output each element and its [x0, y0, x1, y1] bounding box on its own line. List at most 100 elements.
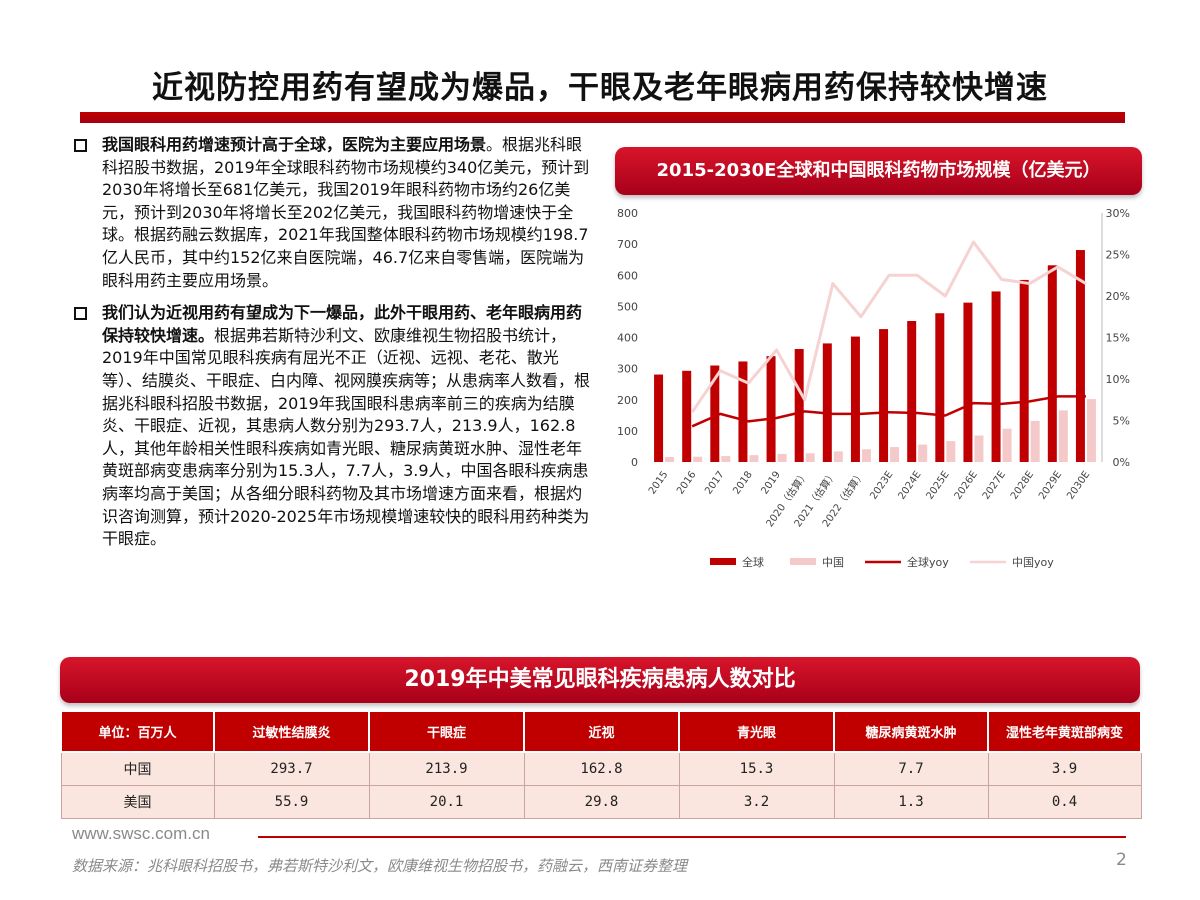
table-header-row: 单位：百万人 过敏性结膜炎 干眼症 近视 青光眼 糖尿病黄斑水肿 湿性老年黄斑部…	[60, 710, 1142, 753]
bar-global	[766, 356, 776, 462]
x-tick-label: 2028E	[1009, 469, 1036, 501]
paragraph-2-body: 根据弗若斯特沙利文、欧康维视生物招股书统计，2019年中国常见眼科疾病有屈光不正…	[102, 325, 591, 549]
x-tick-label: 2019	[759, 469, 783, 496]
bar-global	[879, 329, 889, 462]
paragraph-2-heading: 我们认为近视用药有望成为下一爆品，此外干眼用药、老年眼病用药保持较快增速。	[102, 303, 583, 345]
legend-label: 全球	[742, 555, 764, 569]
bar-china	[1030, 420, 1040, 462]
column-header: 单位：百万人	[60, 710, 215, 753]
footer-url: www.swsc.com.cn	[72, 824, 210, 843]
y2-tick-label: 0%	[1113, 456, 1130, 469]
x-tick-label: 2024E	[896, 469, 923, 501]
x-tick-label: 2026E	[953, 469, 980, 501]
y2-tick-label: 5%	[1113, 415, 1130, 428]
checkbox-bullet-icon	[74, 139, 87, 152]
table-cell: 美国	[60, 784, 215, 819]
table-cell: 中国	[60, 751, 215, 786]
paragraph-1-heading: 我国眼科用药增速预计高于全球，医院为主要应用场景	[102, 135, 487, 154]
page-number: 2	[1116, 850, 1127, 870]
y-tick-label: 600	[617, 269, 638, 282]
paragraph-1: 我国眼科用药增速预计高于全球，医院为主要应用场景。根据兆科眼科招股书数据，201…	[72, 134, 592, 292]
chart-title-banner: 2015-2030E全球和中国眼科药物市场规模（亿美元）	[615, 147, 1142, 195]
data-source-note: 数据来源：兆科眼科招股书，弗若斯特沙利文，欧康维视生物招股书，药融云，西南证券整…	[72, 857, 688, 875]
bar-china	[1002, 428, 1012, 462]
y-tick-label: 800	[617, 207, 638, 220]
bar-global	[963, 302, 973, 462]
table-row: 美国 55.9 20.1 29.8 3.2 1.3 0.4	[60, 784, 1142, 819]
paragraph-1-body: 。根据兆科眼科招股书数据，2019年全球眼科药物市场规模约340亿美元，预计到2…	[102, 135, 590, 290]
bar-china	[861, 449, 871, 462]
column-header: 糖尿病黄斑水肿	[833, 710, 989, 753]
line-global-yoy	[691, 395, 1086, 428]
bar-global	[710, 365, 720, 462]
x-tick-label: 2017	[703, 469, 727, 496]
bar-china	[721, 456, 731, 462]
bar-china	[805, 453, 815, 462]
y2-tick-label: 25%	[1106, 249, 1130, 262]
bar-global	[738, 361, 748, 462]
page-title: 近视防控用药有望成为爆品，干眼及老年眼病用药保持较快增速	[152, 70, 1048, 106]
legend-label: 中国yoy	[1012, 556, 1054, 569]
bar-china	[693, 456, 703, 462]
column-header: 湿性老年黄斑部病变	[987, 710, 1142, 753]
table-title-banner: 2019年中美常见眼科疾病患病人数对比	[60, 657, 1140, 703]
table-cell: 162.8	[523, 751, 680, 786]
footer-divider	[258, 836, 1126, 838]
legend-swatch	[710, 558, 736, 565]
bar-global	[935, 313, 945, 462]
bar-china	[833, 451, 843, 462]
bar-global	[1047, 265, 1057, 462]
chart-svg: 0 100 200 300 400 500 600 700 800 0% 5% 10% 15% 20% 25…	[617, 207, 1130, 569]
title-divider	[80, 112, 1125, 123]
bar-china	[665, 457, 675, 462]
bar-china	[1086, 399, 1096, 462]
bar-global	[907, 321, 917, 462]
table-row: 中国 293.7 213.9 162.8 15.3 7.7 3.9	[60, 751, 1142, 786]
bar-china	[1058, 410, 1068, 462]
bar-global	[1019, 279, 1029, 462]
paragraph-2: 我们认为近视用药有望成为下一爆品，此外干眼用药、老年眼病用药保持较快增速。根据弗…	[72, 302, 592, 551]
table-cell: 1.3	[833, 784, 989, 819]
bar-global	[1075, 250, 1085, 462]
y-tick-label: 500	[617, 300, 638, 313]
table-cell: 29.8	[523, 784, 680, 819]
line-china-yoy	[690, 240, 1087, 414]
legend-label: 全球yoy	[907, 555, 949, 569]
bar-china	[749, 455, 759, 462]
table-cell: 55.9	[213, 784, 370, 819]
bar-global	[850, 336, 860, 462]
table-cell: 0.4	[987, 784, 1142, 819]
y-tick-label: 0	[631, 456, 638, 469]
column-header: 过敏性结膜炎	[213, 710, 370, 753]
table-cell: 293.7	[213, 751, 370, 786]
left-text-column: 我国眼科用药增速预计高于全球，医院为主要应用场景。根据兆科眼科招股书数据，201…	[72, 134, 592, 561]
bar-global	[822, 343, 832, 462]
bar-global	[991, 291, 1001, 462]
y2-tick-label: 30%	[1106, 207, 1130, 220]
bar-global	[794, 349, 804, 462]
y2-tick-label: 20%	[1106, 290, 1130, 303]
bar-global	[682, 370, 692, 462]
y2-tick-label: 10%	[1106, 373, 1130, 386]
y-tick-label: 200	[617, 394, 638, 407]
column-header: 近视	[523, 710, 680, 753]
x-tick-label: 2016	[675, 469, 699, 496]
table-cell: 15.3	[678, 751, 835, 786]
bar-china	[918, 444, 928, 462]
x-tick-label: 2027E	[981, 469, 1008, 501]
x-tick-label: 2030E	[1065, 469, 1092, 501]
y-tick-label: 100	[617, 425, 638, 438]
bar-china	[890, 447, 900, 462]
x-tick-label: 2015	[647, 469, 671, 496]
table-cell: 7.7	[833, 751, 989, 786]
x-tick-label: 2025E	[925, 469, 952, 501]
checkbox-bullet-icon	[74, 307, 87, 321]
table-cell: 20.1	[368, 784, 525, 819]
x-tick-label: 2029E	[1037, 469, 1064, 501]
market-size-chart: 0 100 200 300 400 500 600 700 800 0% 5% 10% 15% 20% 25…	[600, 200, 1160, 580]
bar-global	[654, 374, 664, 462]
comparison-table: 单位：百万人 过敏性结膜炎 干眼症 近视 青光眼 糖尿病黄斑水肿 湿性老年黄斑部…	[60, 710, 1142, 819]
legend-swatch	[790, 558, 816, 565]
table-cell: 213.9	[368, 751, 525, 786]
y2-tick-label: 15%	[1106, 332, 1130, 345]
